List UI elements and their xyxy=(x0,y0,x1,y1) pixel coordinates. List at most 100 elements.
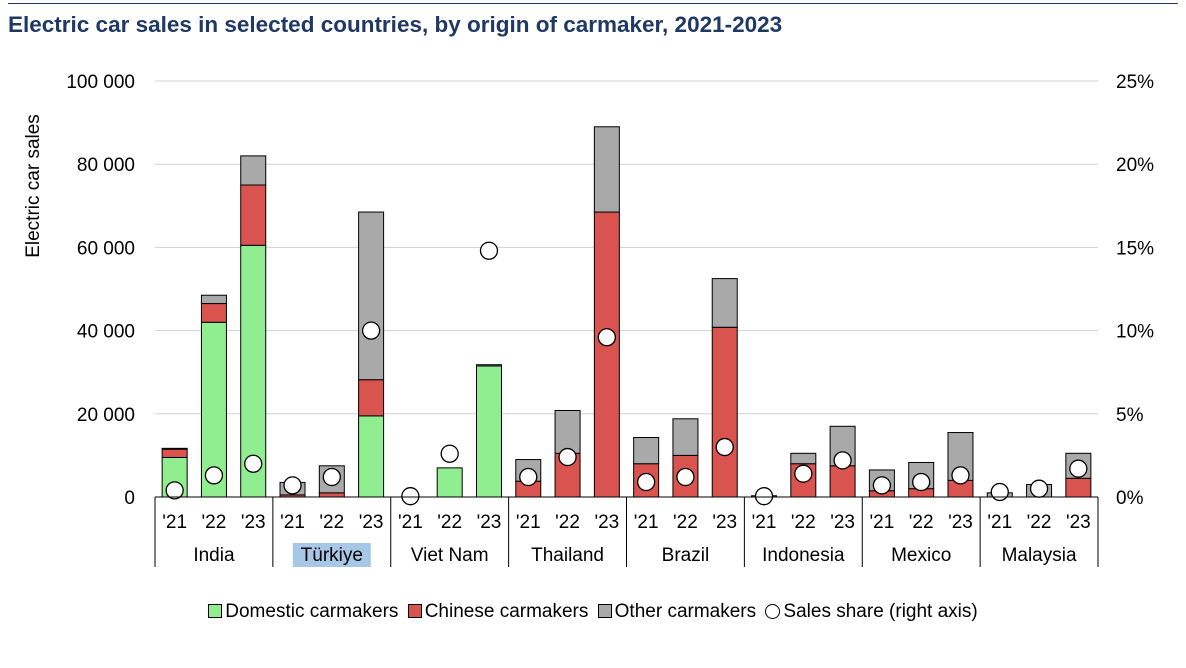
x-year-label: '22 xyxy=(202,512,227,533)
legend-label-other: Other carmakers xyxy=(614,601,757,622)
sales-share-point xyxy=(479,241,499,260)
x-year-label: '23 xyxy=(1066,512,1091,533)
x-year-label: '22 xyxy=(319,512,344,533)
bar-chinese xyxy=(240,184,267,246)
y-tick-label: 20 000 xyxy=(77,405,135,426)
legend-label-domestic: Domestic carmakers xyxy=(225,601,399,622)
x-year-label: '21 xyxy=(398,512,423,533)
bar-domestic xyxy=(436,467,463,498)
y-tick-label: 80 000 xyxy=(77,155,135,176)
legend-item-domestic: Domestic carmakers xyxy=(208,601,398,623)
x-year-label: '21 xyxy=(162,512,187,533)
sales-share-point xyxy=(912,472,931,492)
bar-other xyxy=(161,447,188,450)
y2-axis-ticks: 0% 5% 10% 15% 20% 25% xyxy=(1116,72,1154,509)
bar-chinese xyxy=(593,211,620,498)
sales-share-point xyxy=(833,451,852,470)
legend-marker-share xyxy=(765,604,781,619)
x-year-label: '23 xyxy=(477,512,502,533)
x-year-label: '21 xyxy=(280,512,305,533)
legend-swatch-domestic xyxy=(208,604,223,618)
sales-share-point xyxy=(794,464,813,483)
sales-share-point xyxy=(283,476,302,495)
y2-tick-label: 15% xyxy=(1116,238,1154,259)
bar-other xyxy=(633,437,660,465)
sales-share-point xyxy=(401,487,420,506)
chart-title: Electric car sales in selected countries… xyxy=(8,12,783,37)
title-rule xyxy=(8,3,1178,4)
sales-share-point xyxy=(872,476,892,495)
sales-share-point xyxy=(440,444,459,463)
x-year-label: '23 xyxy=(594,512,619,533)
y2-tick-label: 25% xyxy=(1116,72,1154,93)
x-year-label: '22 xyxy=(791,512,816,533)
y-tick-label: 100 000 xyxy=(66,72,135,93)
x-country-label: Türkiye xyxy=(301,545,363,566)
bar-other xyxy=(358,211,385,381)
x-country-label: India xyxy=(193,545,235,566)
x-year-label: '21 xyxy=(516,512,541,533)
y2-tick-label: 10% xyxy=(1116,322,1154,343)
bar-other xyxy=(475,364,502,367)
bar-other xyxy=(593,126,620,213)
sales-share-point xyxy=(204,466,224,485)
x-country-label: Mexico xyxy=(891,545,951,566)
x-year-label: '22 xyxy=(909,512,934,533)
x-year-label: '23 xyxy=(241,512,266,533)
legend-item-chinese: Chinese carmakers xyxy=(407,601,588,623)
x-year-label: '21 xyxy=(634,512,659,533)
sales-share-point xyxy=(244,454,263,473)
bar-other xyxy=(672,418,699,456)
bar-other xyxy=(200,294,227,305)
legend-swatch-chinese xyxy=(407,604,422,618)
sales-share-point xyxy=(990,482,1009,502)
bar-other xyxy=(711,278,738,328)
y-axis-label: Electric car sales xyxy=(23,114,44,258)
x-year-label: '21 xyxy=(870,512,895,533)
sales-share-point xyxy=(361,321,381,340)
bar-chinese xyxy=(829,465,856,498)
y-tick-label: 0 xyxy=(124,488,135,509)
bar-other xyxy=(240,155,267,186)
sales-share-point xyxy=(951,466,970,485)
sales-share-point xyxy=(1069,459,1088,478)
x-year-label: '23 xyxy=(948,512,973,533)
y-axis-ticks: 0 20 000 40 000 60 000 80 000 100 000 xyxy=(66,72,135,509)
x-country-label: Viet Nam xyxy=(411,545,489,566)
sales-share-point xyxy=(597,328,617,347)
sales-share-point xyxy=(558,447,577,467)
x-year-label: '21 xyxy=(987,512,1012,533)
bar-chinese xyxy=(161,448,188,458)
x-country-label: Malaysia xyxy=(1002,545,1077,566)
x-country-label: Thailand xyxy=(531,545,604,566)
y2-tick-label: 5% xyxy=(1116,405,1144,426)
sales-share-point xyxy=(676,467,695,487)
sales-share-point xyxy=(715,437,734,457)
sales-share-markers xyxy=(165,241,1088,506)
x-year-label: '22 xyxy=(673,512,698,533)
legend-swatch-other xyxy=(597,604,612,618)
chart: 0 20 000 40 000 60 000 80 000 100 000 0% 5% 10%… xyxy=(23,72,1154,567)
x-country-label: Brazil xyxy=(662,545,710,566)
y2-tick-label: 20% xyxy=(1116,155,1154,176)
sales-share-point xyxy=(165,481,184,500)
x-year-label: '22 xyxy=(555,512,580,533)
bar-domestic xyxy=(358,415,385,498)
sales-share-point xyxy=(322,467,341,487)
sales-share-point xyxy=(754,487,774,506)
y2-tick-label: 0% xyxy=(1116,488,1144,509)
x-year-label: '23 xyxy=(359,512,384,533)
x-year-label: '22 xyxy=(1027,512,1052,533)
bar-chinese xyxy=(200,303,227,323)
bar-other xyxy=(790,452,817,465)
y-tick-label: 60 000 xyxy=(77,238,135,259)
sales-share-point xyxy=(1029,479,1049,498)
bar-other xyxy=(554,409,581,454)
legend-item-share: Sales share (right axis) xyxy=(765,601,978,623)
legend-item-other: Other carmakers xyxy=(597,601,757,623)
y-tick-label: 40 000 xyxy=(77,322,135,343)
x-year-label: '21 xyxy=(752,512,777,533)
bar-chinese xyxy=(711,326,738,498)
bar-chinese xyxy=(318,492,345,498)
bar-domestic xyxy=(475,365,502,498)
